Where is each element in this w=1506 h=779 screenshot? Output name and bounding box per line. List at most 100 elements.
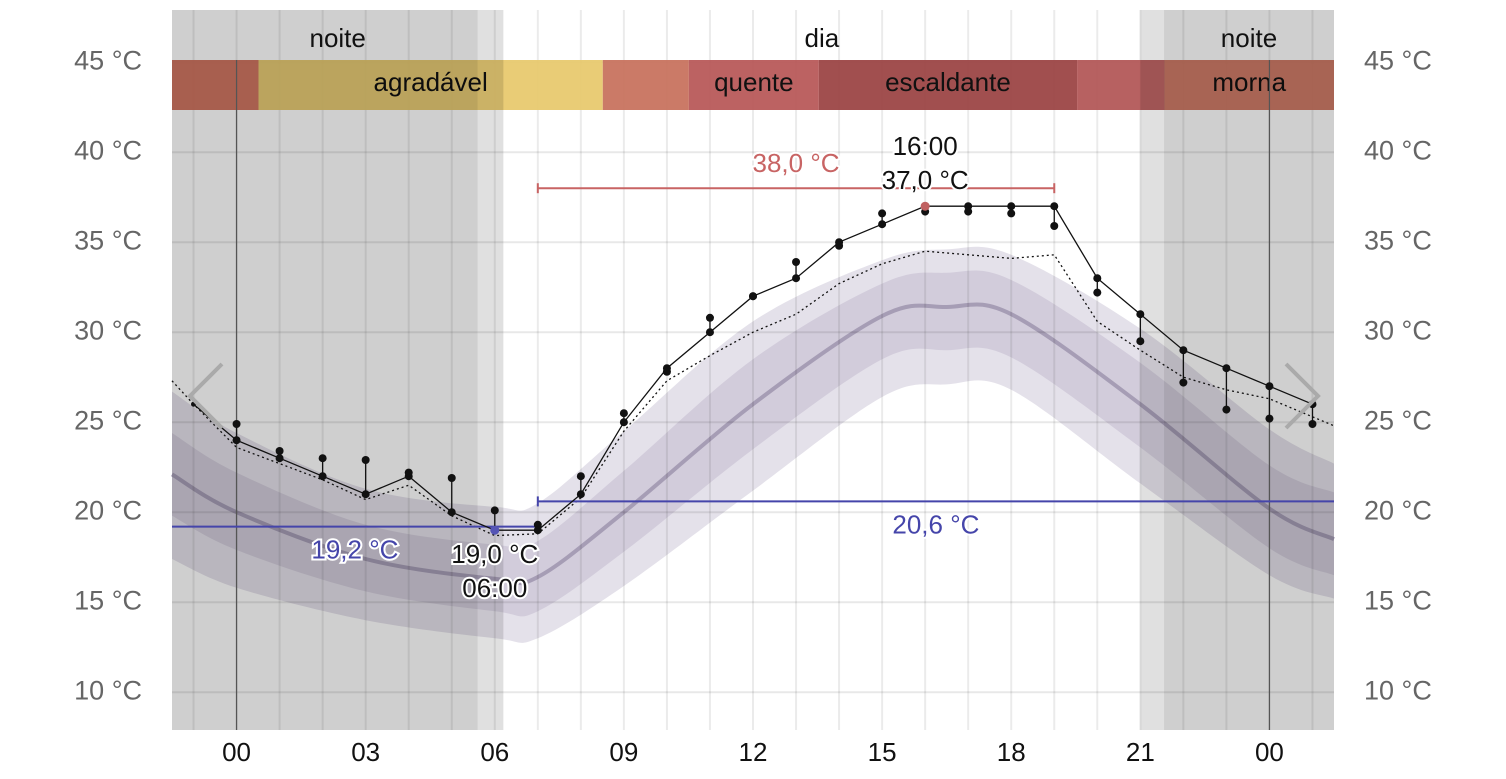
observed-point	[1179, 346, 1188, 355]
plot: 10 °C 10 °C 15 °C 15 °C 20 °C 20 °C 25 °C 25 °C…	[74, 10, 1432, 767]
observed-point	[878, 220, 887, 229]
comfort-segment	[602, 60, 689, 110]
observed-point	[1136, 310, 1145, 319]
y-tick-label: 15 °C	[74, 585, 142, 615]
observed-point	[1222, 364, 1231, 373]
night-shade-bar	[1164, 60, 1334, 110]
x-tick-label: 09	[609, 737, 638, 767]
alternate-point	[1136, 337, 1145, 346]
max-point	[920, 201, 930, 211]
night-shade-bar	[1140, 60, 1165, 110]
alternate-point	[576, 472, 585, 481]
alternate-point	[232, 420, 241, 428]
y-tick-label: 45 °C	[74, 45, 142, 75]
min-label: 19,0 °C	[451, 539, 538, 569]
alternate-point	[964, 207, 973, 216]
alternate-point	[1308, 420, 1317, 428]
x-tick-label: 15	[868, 737, 897, 767]
y2-tick-label: 35 °C	[1364, 225, 1432, 255]
comfort-segment	[1077, 60, 1165, 110]
comfort-segment	[818, 60, 1078, 110]
max-label: 37,0 °C	[882, 165, 969, 195]
observed-point	[1093, 274, 1102, 283]
x-tick-label: 03	[351, 737, 380, 767]
arrow-right[interactable]	[1284, 362, 1321, 430]
alternate-point	[749, 292, 757, 301]
x-tick-label: 00	[222, 737, 251, 767]
alternate-point	[835, 241, 844, 250]
alternate-point	[1007, 209, 1016, 218]
y2-tick-label: 10 °C	[1364, 675, 1432, 705]
comfort-segment	[172, 60, 259, 110]
alternate-point	[1179, 378, 1188, 387]
observed-point	[576, 490, 585, 499]
comfort-segment	[258, 60, 603, 110]
comfort-segment	[1164, 60, 1334, 110]
alternate-point	[318, 454, 327, 463]
y-tick-label: 35 °C	[74, 225, 142, 255]
comfort-segment	[688, 60, 819, 110]
arrow-left[interactable]	[187, 362, 224, 430]
alternate-point	[1222, 405, 1231, 414]
observed-point	[1050, 202, 1059, 211]
observed-point	[275, 454, 284, 463]
observed-point	[447, 508, 456, 517]
observed-point	[705, 328, 714, 337]
observed-point	[232, 436, 241, 445]
min-point	[490, 525, 500, 535]
min-time: 06:00	[462, 573, 527, 603]
observed-point	[1265, 382, 1274, 391]
night-shade	[1140, 10, 1165, 730]
alternate-point	[404, 468, 413, 477]
y2-tick-label: 45 °C	[1364, 45, 1432, 75]
y-tick-label: 25 °C	[74, 405, 142, 435]
y-tick-label: 40 °C	[74, 135, 142, 165]
night-shade-bar	[172, 60, 478, 110]
alternate-point	[619, 409, 628, 418]
comfort-label: quente	[714, 67, 794, 97]
night-shade	[477, 10, 504, 730]
prev-arrow[interactable]	[187, 362, 224, 430]
x-tick-label: 12	[739, 737, 768, 767]
climate-mean	[170, 302, 1335, 586]
alternate-point	[447, 474, 456, 482]
comfort-label: morna	[1212, 67, 1286, 97]
night-shade-bar	[477, 60, 504, 110]
y2-tick-label: 40 °C	[1364, 135, 1432, 165]
comfort-label: agradável	[374, 67, 488, 97]
observed-point	[1007, 202, 1016, 211]
alternate-point	[1093, 288, 1102, 297]
alternate-point	[1050, 222, 1059, 230]
period-label: noite	[1221, 23, 1277, 53]
observed-point	[619, 418, 628, 427]
night-shade	[172, 10, 478, 730]
alternate-point	[1265, 414, 1274, 423]
observed-point	[792, 274, 801, 283]
y2-tick-label: 20 °C	[1364, 495, 1432, 525]
alternate-point	[792, 258, 801, 266]
next-arrow[interactable]	[1284, 362, 1321, 430]
observed-point	[361, 490, 370, 499]
y-tick-label: 20 °C	[74, 495, 142, 525]
y-tick-label: 10 °C	[74, 675, 142, 705]
range-label: 20,6 °C	[892, 509, 979, 539]
range-label: 38,0 °C	[753, 148, 840, 178]
observed-point	[318, 472, 327, 481]
x-tick-label: 00	[1255, 737, 1284, 767]
alternate-point	[662, 367, 671, 376]
y2-tick-label: 25 °C	[1364, 405, 1432, 435]
forecast-line	[171, 250, 1335, 537]
period-label: noite	[309, 23, 365, 53]
alternate-point	[533, 520, 542, 529]
period-label: dia	[805, 23, 840, 53]
range-label: 19,2 °C	[311, 534, 398, 564]
x-tick-label: 18	[997, 737, 1026, 767]
y-tick-label: 30 °C	[74, 315, 142, 345]
night-shade	[1164, 10, 1334, 730]
max-time: 16:00	[893, 131, 958, 161]
x-tick-label: 06	[480, 737, 509, 767]
y2-tick-label: 30 °C	[1364, 315, 1432, 345]
comfort-label: escaldante	[885, 67, 1011, 97]
alternate-point	[490, 506, 499, 515]
